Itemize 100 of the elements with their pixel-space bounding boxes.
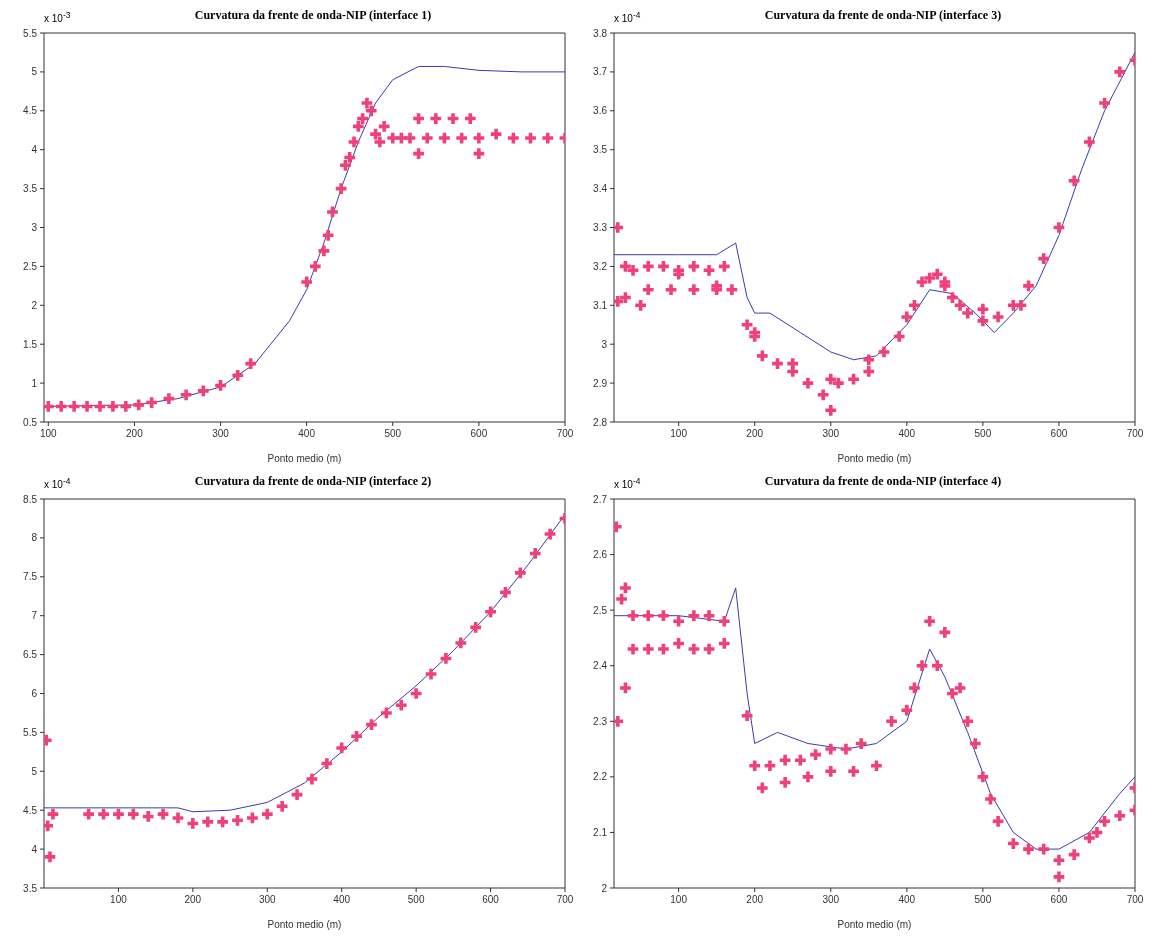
point (187, 818, 199, 829)
point (642, 610, 654, 622)
point (726, 284, 738, 296)
point (98, 808, 109, 820)
point (1038, 843, 1050, 855)
y-tick-label: 2.8 (593, 416, 608, 428)
point (764, 760, 776, 772)
y-tick-label: 2 (31, 299, 38, 311)
x-tick-label: 400 (898, 894, 916, 906)
x-tick-label: 500 (974, 428, 992, 440)
point (802, 771, 814, 783)
point (318, 245, 330, 257)
point (306, 773, 318, 785)
y-tick-label: 6.5 (23, 649, 38, 661)
point (825, 743, 837, 755)
x-tick-label: 500 (407, 894, 425, 906)
point (620, 682, 631, 694)
x-tick-label: 100 (670, 894, 688, 906)
x-tick-label: 200 (184, 894, 202, 906)
x-tick-label: 700 (1126, 894, 1144, 906)
point (157, 808, 169, 820)
point (485, 606, 496, 618)
point (455, 637, 467, 649)
y-tick-label: 2.1 (593, 826, 608, 838)
point (954, 299, 966, 311)
y-tick-label: 5.5 (23, 726, 38, 738)
y-tick-label: 4.5 (23, 105, 38, 117)
point (642, 261, 654, 272)
point (464, 113, 476, 124)
y-tick-label: 3.2 (593, 260, 608, 272)
point (741, 319, 753, 331)
point (886, 715, 897, 727)
y-tick-label: 3.6 (593, 105, 608, 117)
point (439, 132, 450, 144)
point (688, 610, 700, 622)
point (327, 206, 338, 218)
y-tick-label: 1.5 (23, 338, 38, 350)
point (863, 366, 875, 377)
x-tick-label: 600 (1050, 894, 1068, 906)
point (939, 280, 951, 292)
y-tick-label: 1 (31, 377, 38, 389)
point (365, 105, 377, 117)
point (44, 851, 56, 863)
y-tick-label: 5.5 (23, 27, 38, 39)
point (779, 777, 791, 788)
point (44, 820, 54, 832)
text: x 10$^{-3}$ (44, 10, 71, 25)
point (924, 272, 936, 284)
point (642, 284, 654, 296)
point (756, 782, 768, 794)
x-tick-label: 700 (1126, 428, 1144, 440)
y-tick-label: 3.8 (593, 27, 608, 39)
point (490, 128, 502, 140)
point (336, 742, 348, 754)
x-axis-title: Ponto medio (m) (267, 453, 342, 464)
point (107, 401, 119, 412)
point (741, 710, 753, 722)
point (1023, 843, 1034, 855)
y-tick-label: 3 (601, 338, 608, 350)
point (916, 276, 928, 288)
point (133, 399, 145, 411)
x-tick-label: 400 (898, 428, 916, 440)
point (348, 136, 360, 148)
point (985, 793, 996, 805)
chart-title: Curvatura da frente de onda-NIP (interface 1) (194, 8, 432, 22)
point (688, 284, 700, 296)
point (542, 132, 554, 144)
point (665, 284, 677, 296)
point (361, 97, 373, 109)
point (47, 808, 59, 820)
text: x 10$^{-4}$ (614, 476, 641, 491)
x-tick-label: 600 (1050, 428, 1068, 440)
chart-title: Curvatura da frente de onda-NIP (interface 4) (764, 474, 1002, 488)
point (473, 132, 485, 144)
point (83, 808, 95, 820)
point (404, 132, 416, 144)
x-tick-label: 500 (384, 428, 402, 440)
point (1099, 97, 1110, 109)
x-tick-label: 200 (126, 428, 144, 440)
point (335, 183, 347, 194)
y-tick-label: 2.7 (593, 493, 608, 505)
y-tick-label: 2.9 (593, 377, 608, 389)
text: x 10$^{-4}$ (44, 476, 71, 491)
x-tick-label: 400 (333, 894, 351, 906)
point (703, 264, 715, 276)
point (977, 315, 989, 327)
y-tick-label: 2.3 (593, 715, 608, 727)
point (756, 350, 768, 362)
point (473, 148, 485, 159)
point (261, 808, 273, 820)
point (529, 548, 541, 559)
x-tick-label: 300 (822, 428, 840, 440)
point (718, 638, 730, 649)
y-tick-label: 3.5 (593, 144, 608, 156)
point (833, 377, 844, 389)
point (378, 120, 390, 132)
point (94, 401, 106, 412)
x-tick-label: 300 (212, 428, 230, 440)
point (794, 754, 806, 766)
point (614, 222, 624, 233)
